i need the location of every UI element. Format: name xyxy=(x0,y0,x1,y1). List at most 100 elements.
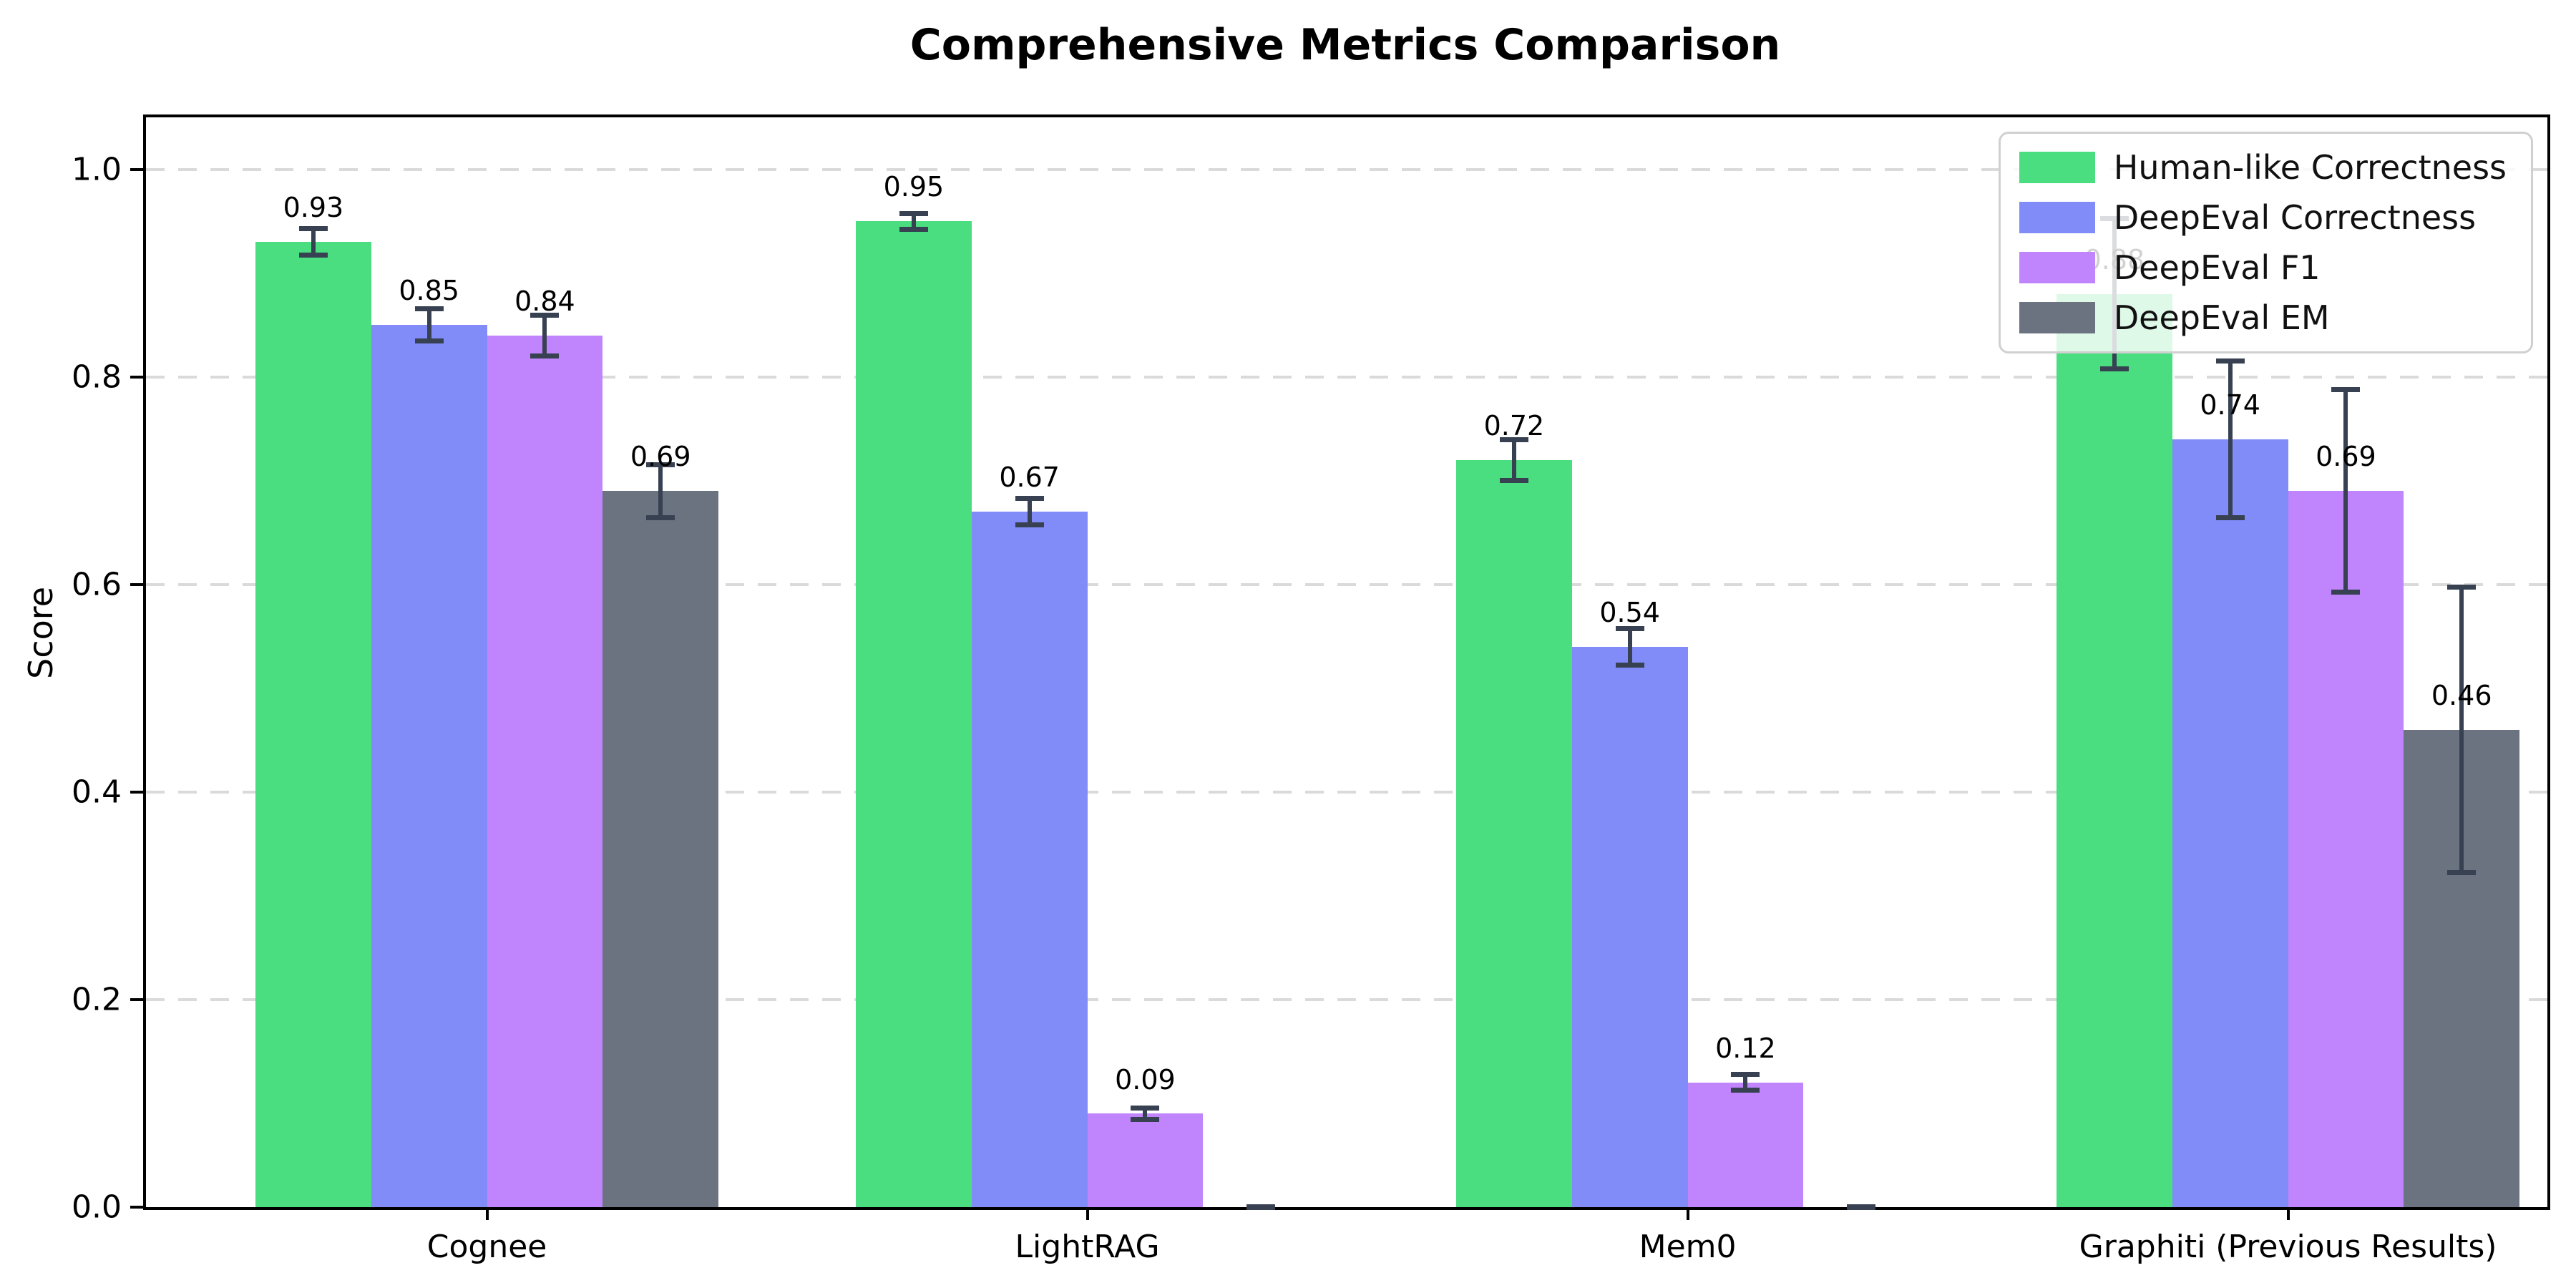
error-bar-cap xyxy=(2099,366,2129,372)
bar xyxy=(487,335,603,1207)
bar xyxy=(1087,1113,1204,1207)
y-tick-label: 1.0 xyxy=(72,151,122,188)
error-bar-cap xyxy=(1731,1088,1760,1093)
x-tick-label: LightRAG xyxy=(1015,1229,1160,1265)
legend-label: DeepEval F1 xyxy=(2113,248,2321,287)
x-tick-label: Graphiti (Previous Results) xyxy=(2079,1229,2497,1265)
error-bar-cap xyxy=(646,514,675,520)
chart-title: Comprehensive Metrics Comparison xyxy=(909,20,1781,70)
x-tick-label: Mem0 xyxy=(1639,1229,1737,1265)
error-bar-cap xyxy=(2215,514,2245,520)
legend-swatch-purple xyxy=(2019,252,2095,283)
error-bar xyxy=(1246,1204,1276,1211)
bar-value-label: 0.67 xyxy=(999,462,1060,494)
y-tick-mark xyxy=(130,167,143,171)
error-bar-cap xyxy=(414,306,444,312)
plot-area: Human-like Correctness DeepEval Correctn… xyxy=(72,114,2550,1265)
error-bar-cap xyxy=(2331,590,2361,595)
gridline xyxy=(146,997,2547,1001)
error-bar-cap xyxy=(2447,584,2477,590)
gridline xyxy=(146,790,2547,794)
bar xyxy=(2288,491,2404,1207)
y-tick-mark xyxy=(130,997,143,1001)
error-bar-line xyxy=(2343,387,2348,595)
bar-value-label: 0.12 xyxy=(1715,1033,1776,1065)
error-bar xyxy=(1615,625,1644,668)
legend-item-deepeval-f1: DeepEval F1 xyxy=(2019,248,2507,287)
error-bar-cap xyxy=(1015,496,1044,502)
error-bar-line xyxy=(658,462,663,520)
error-bar xyxy=(899,210,928,232)
error-bar xyxy=(298,226,328,258)
legend: Human-like Correctness DeepEval Correctn… xyxy=(1998,132,2533,353)
error-bar xyxy=(646,462,675,520)
error-bar xyxy=(2215,358,2245,520)
error-bar-cap xyxy=(2331,387,2361,393)
bar xyxy=(1687,1082,1804,1207)
bar xyxy=(602,491,719,1207)
error-bar xyxy=(1499,436,1528,483)
x-tick-mark xyxy=(2286,1207,2290,1220)
error-bar-cap xyxy=(646,462,675,467)
error-bar-line xyxy=(311,226,316,258)
bar-value-label: 0.54 xyxy=(1599,596,1660,628)
y-tick-mark xyxy=(130,375,143,379)
error-bar-cap xyxy=(1131,1105,1160,1111)
error-bar-line xyxy=(911,210,916,232)
error-bar-cap xyxy=(1015,522,1044,527)
bar-value-label: 0.85 xyxy=(399,275,459,307)
error-bar-cap xyxy=(1615,662,1644,668)
error-bar-cap xyxy=(1847,1204,1876,1209)
y-tick-label: 0.6 xyxy=(72,566,122,603)
legend-swatch-blue xyxy=(2019,202,2095,233)
error-bar-line xyxy=(1027,496,1032,527)
error-bar-cap xyxy=(298,226,328,232)
error-bar-line xyxy=(426,306,431,344)
gridline xyxy=(146,167,2547,171)
error-bar xyxy=(414,306,444,344)
legend-swatch-green xyxy=(2019,152,2095,183)
error-bar-line xyxy=(2228,358,2233,520)
error-bar xyxy=(1731,1072,1760,1093)
bar-value-label: 0.72 xyxy=(1483,409,1545,441)
bar-value-label: 0.84 xyxy=(514,285,575,317)
legend-label: Human-like Correctness xyxy=(2113,148,2507,187)
error-bar-cap xyxy=(298,252,328,258)
bar xyxy=(2172,439,2288,1207)
bar-value-label: 0.69 xyxy=(630,441,691,473)
error-bar-cap xyxy=(1731,1072,1760,1078)
error-bar xyxy=(1847,1204,1876,1211)
error-bar xyxy=(2447,584,2477,875)
error-bar-cap xyxy=(899,226,928,232)
bar xyxy=(1571,646,1688,1207)
error-bar-cap xyxy=(2215,358,2245,364)
error-bar-line xyxy=(2459,584,2464,875)
error-bar-cap xyxy=(530,353,560,358)
legend-label: DeepEval EM xyxy=(2113,298,2330,337)
error-bar-line xyxy=(1511,436,1516,483)
y-tick-mark xyxy=(130,1206,143,1209)
bar xyxy=(971,512,1088,1207)
error-bar-line xyxy=(1143,1105,1148,1123)
error-bar-cap xyxy=(414,338,444,344)
y-tick-label: 0.0 xyxy=(72,1189,122,1226)
gridline xyxy=(146,375,2547,379)
bar-value-label: 0.74 xyxy=(2200,389,2260,421)
legend-item-deepeval-em: DeepEval EM xyxy=(2019,298,2507,337)
error-bar-cap xyxy=(1246,1204,1276,1209)
error-bar-cap xyxy=(1615,625,1644,631)
x-tick-label: Cognee xyxy=(426,1229,547,1265)
error-bar-cap xyxy=(899,210,928,216)
bar-value-label: 0.09 xyxy=(1115,1063,1176,1096)
legend-item-human-like-correctness: Human-like Correctness xyxy=(2019,148,2507,187)
bar-value-label: 0.69 xyxy=(2316,441,2376,473)
error-bar xyxy=(530,312,560,358)
bar-value-label: 0.93 xyxy=(283,192,344,224)
error-bar xyxy=(1131,1105,1160,1123)
y-axis-label: Score xyxy=(21,587,60,679)
error-bar-cap xyxy=(1499,436,1528,442)
legend-label: DeepEval Correctness xyxy=(2113,198,2477,237)
y-tick-label: 0.4 xyxy=(72,774,122,811)
bar xyxy=(2057,293,2172,1207)
